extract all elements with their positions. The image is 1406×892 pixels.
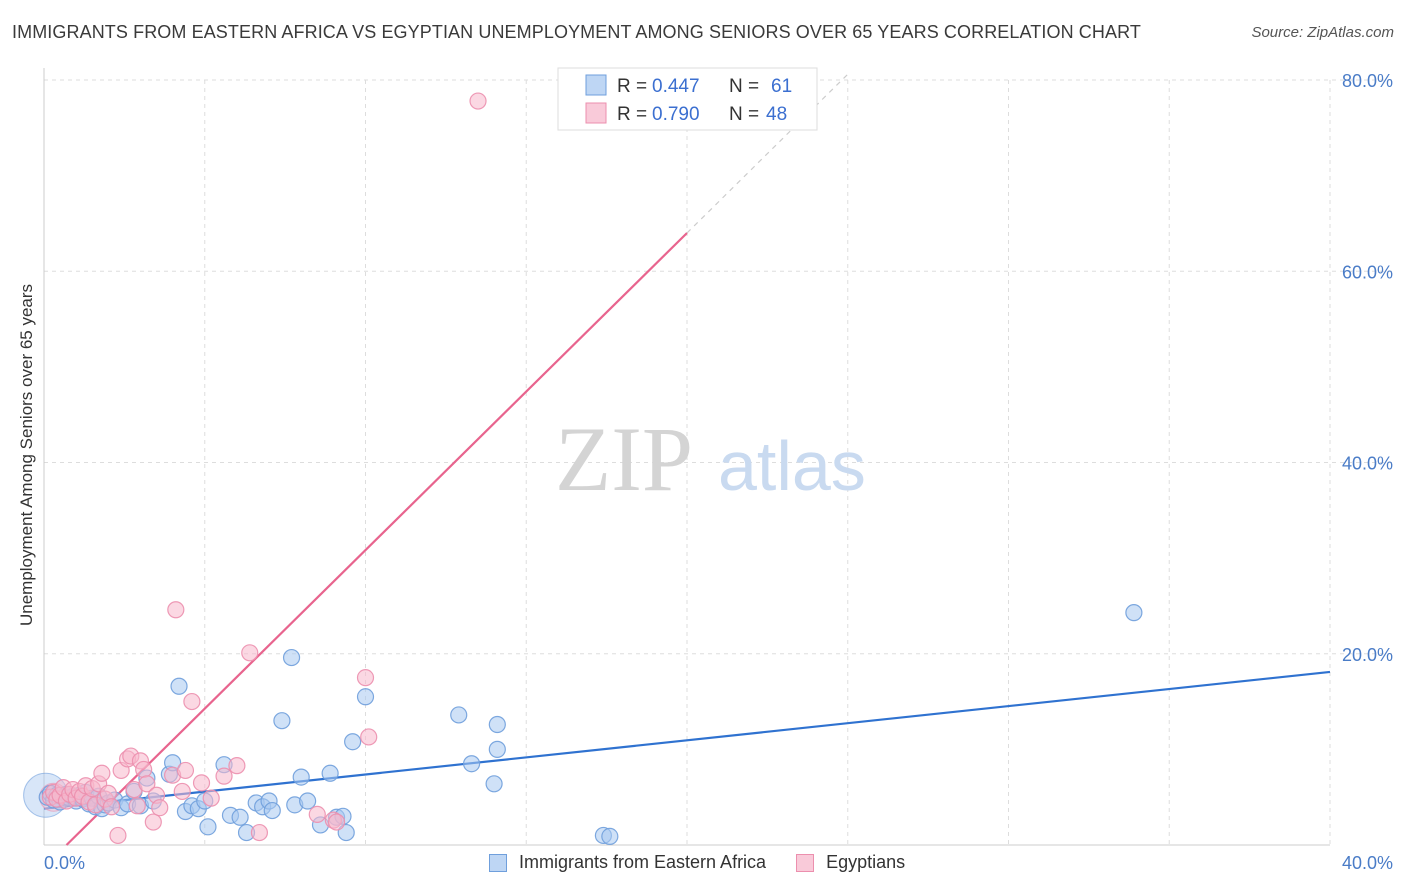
point-egyptians-36 <box>183 692 201 711</box>
point-egyptians-41 <box>241 644 259 662</box>
legend-swatch-blue <box>585 74 607 96</box>
point-eastern-africa-58 <box>488 715 506 734</box>
point-eastern-africa-49 <box>321 764 339 782</box>
point-egyptians-31 <box>151 799 169 817</box>
grid-layer <box>44 79 1392 845</box>
point-eastern-africa-29 <box>170 677 188 695</box>
correlation-legend: R = 0.447 N = 61 R = 0.790 N = 48 <box>557 67 818 131</box>
point-egyptians-37 <box>192 774 211 792</box>
data-points <box>23 92 1143 845</box>
trendline-extension-egyptians <box>686 73 849 234</box>
y-tick-label-2: 60.0% <box>1342 262 1393 282</box>
point-eastern-africa-62 <box>1125 604 1143 622</box>
point-eastern-africa-46 <box>292 768 310 786</box>
point-eastern-africa-52 <box>337 823 355 842</box>
point-egyptians-39 <box>215 767 233 785</box>
point-eastern-africa-53 <box>344 733 362 751</box>
series-legend: Immigrants from Eastern Africa Egyptians <box>489 852 935 873</box>
trend-lines <box>43 73 1331 846</box>
swatch-pink-icon <box>796 853 815 872</box>
point-egyptians-34 <box>173 782 191 801</box>
legend-swatch-pink <box>585 102 607 124</box>
point-egyptians-28 <box>138 775 156 793</box>
point-egyptians-48 <box>469 92 487 110</box>
legend-n-label-2: N = <box>729 104 759 125</box>
legend-r-value-2: 0.790 <box>652 104 700 125</box>
point-egyptians-45 <box>327 813 346 831</box>
point-egyptians-46 <box>356 669 375 687</box>
point-egyptians-42 <box>250 823 269 842</box>
point-egyptians-33 <box>167 601 185 619</box>
point-eastern-africa-47 <box>299 792 317 810</box>
point-eastern-africa-59 <box>485 775 503 793</box>
point-egyptians-38 <box>202 789 220 807</box>
chart-title: IMMIGRANTS FROM EASTERN AFRICA VS EGYPTI… <box>12 22 1141 42</box>
point-eastern-africa-43 <box>273 712 291 730</box>
point-egyptians-20 <box>109 826 127 845</box>
trendline-egyptians <box>65 232 688 846</box>
x-tick-label-1: 40.0% <box>1342 853 1393 873</box>
point-eastern-africa-56 <box>462 755 481 773</box>
legend-n-value-2: 48 <box>766 104 787 125</box>
point-egyptians-47 <box>360 728 378 746</box>
point-egyptians-16 <box>93 764 111 782</box>
legend-label-eastern-africa: Immigrants from Eastern Africa <box>519 852 767 872</box>
watermark-zip: ZIP <box>555 408 693 510</box>
legend-r-value-1: 0.447 <box>652 76 700 97</box>
point-egyptians-19 <box>102 798 121 816</box>
point-eastern-africa-61 <box>601 827 619 845</box>
point-egyptians-27 <box>135 760 153 779</box>
y-tick-label-0: 20.0% <box>1342 645 1393 665</box>
point-egyptians-29 <box>144 813 162 831</box>
y-tick-label-1: 40.0% <box>1342 454 1393 474</box>
legend-label-egyptians: Egyptians <box>826 852 906 872</box>
point-eastern-africa-54 <box>356 688 375 706</box>
swatch-blue-icon <box>489 853 507 872</box>
point-eastern-africa-34 <box>199 818 217 836</box>
axis-layer: 20.0% 40.0% 60.0% 80.0% 0.0% 40.0% <box>43 68 1393 873</box>
source-label: Source: ZipAtlas.com <box>1251 24 1394 41</box>
point-eastern-africa-42 <box>263 801 281 820</box>
watermark: ZIP atlas <box>555 408 866 510</box>
point-egyptians-25 <box>128 797 146 815</box>
legend-n-value-1: 61 <box>771 76 792 97</box>
trendline-eastern-africa <box>43 670 1331 810</box>
watermark-atlas: atlas <box>718 427 866 505</box>
point-eastern-africa-55 <box>450 706 468 724</box>
legend-item-eastern-africa[interactable]: Immigrants from Eastern Africa <box>489 852 766 873</box>
y-tick-label-3: 80.0% <box>1342 71 1393 91</box>
legend-item-egyptians[interactable]: Egyptians <box>796 852 905 873</box>
legend-r-label-2: R = <box>617 104 647 125</box>
point-egyptians-40 <box>228 757 246 775</box>
x-tick-label-0: 0.0% <box>44 853 85 873</box>
point-eastern-africa-37 <box>231 808 249 826</box>
point-egyptians-43 <box>308 805 326 824</box>
point-eastern-africa-57 <box>488 740 506 758</box>
point-eastern-africa-44 <box>282 648 301 667</box>
legend-r-label-1: R = <box>617 76 647 97</box>
legend-n-label-1: N = <box>729 76 759 97</box>
point-egyptians-35 <box>176 761 195 780</box>
